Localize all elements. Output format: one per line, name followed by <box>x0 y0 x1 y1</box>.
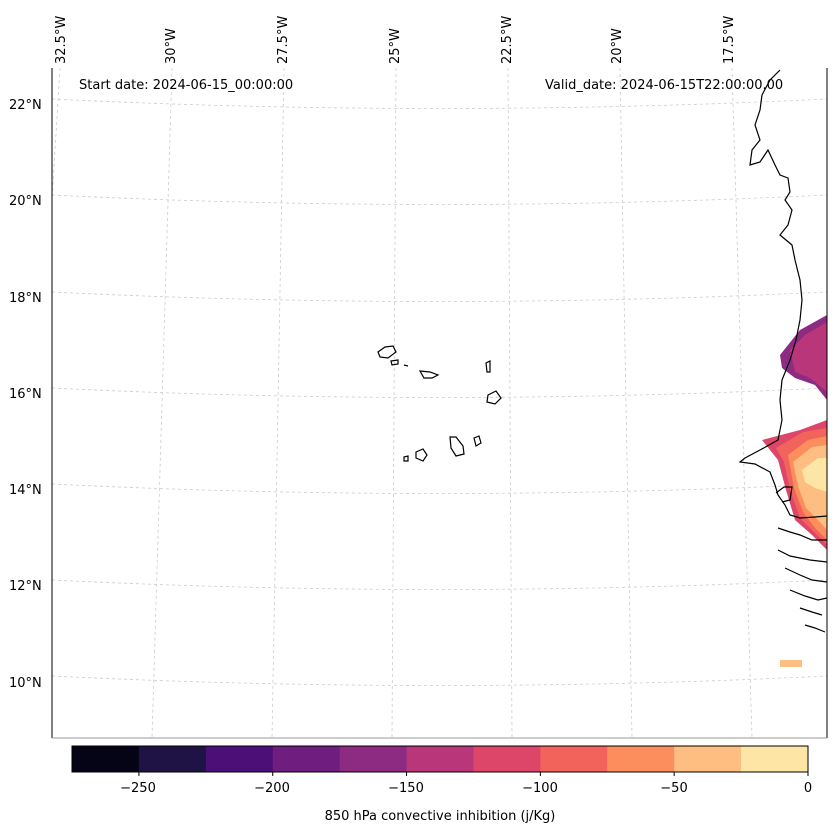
colorbar-swatch <box>138 746 207 772</box>
island-sao-vicente <box>390 359 399 366</box>
valid-date-label: Valid_date: 2024-06-15T22:00:00.00 <box>545 78 784 93</box>
colorbar-border <box>71 745 809 773</box>
island-brava <box>403 455 409 462</box>
lat-label-22n: 22°N <box>9 98 42 113</box>
colorbar-swatch <box>205 746 274 772</box>
latitude-gridlines <box>51 98 828 686</box>
island-fogo <box>415 448 428 462</box>
gridline-25w <box>391 67 397 739</box>
start-date-label: Start date: 2024-06-15_00:00:00 <box>79 78 294 93</box>
contour-region-minus-150 <box>790 322 827 392</box>
gridline-30w <box>151 67 173 739</box>
gridline-20n <box>51 194 828 205</box>
lat-label-18n: 18°N <box>9 291 42 306</box>
guinea-bissau-coast <box>777 549 828 563</box>
coastline-segment-1 <box>784 567 828 583</box>
island-maio <box>473 435 482 447</box>
lon-label-20w: 20°W <box>610 28 625 64</box>
gambia-coast <box>777 527 827 541</box>
colorbar-label: 850 hPa convective inhibition (j/Kg) <box>324 809 556 824</box>
lon-label-25w: 25°W <box>388 28 403 64</box>
gridline-22n <box>51 98 828 109</box>
lat-label-14n: 14°N <box>9 483 42 498</box>
contour-patch-south <box>780 660 802 667</box>
island-sal <box>485 360 491 373</box>
colorbar-tick-label: −100 <box>522 781 558 796</box>
colorbar-tick-label: −150 <box>388 781 424 796</box>
cin-contours <box>762 315 827 667</box>
colorbar-tick-label: −250 <box>120 781 156 796</box>
colorbar-tick-label: −200 <box>254 781 290 796</box>
coastline-segment-3 <box>799 607 823 616</box>
colorbar-swatch <box>540 746 608 772</box>
gridline-16n <box>51 387 828 398</box>
gridline-12n <box>51 579 828 590</box>
colorbar-swatch <box>339 746 408 772</box>
coastlines <box>738 69 828 633</box>
west-africa-coastline <box>738 69 828 519</box>
colorbar-swatch <box>473 746 541 772</box>
senegal-river-mouth <box>775 486 793 503</box>
gridline-18n <box>51 291 828 302</box>
island-santa-luzia <box>403 364 409 367</box>
colorbar-swatch <box>741 746 809 772</box>
lon-label-22-5w: 22.5°W <box>500 15 515 64</box>
coastline-segment-4 <box>804 624 826 633</box>
map-area <box>52 68 827 738</box>
lon-label-30w: 30°W <box>164 28 179 64</box>
island-sao-nicolau <box>418 370 440 379</box>
lon-label-17-5w: 17.5°W <box>722 15 737 64</box>
gridline-22-5w <box>507 67 513 739</box>
gridline-14n <box>51 483 828 494</box>
gridline-27-5w <box>271 67 285 739</box>
lat-label-16n: 16°N <box>9 387 42 402</box>
colorbar-swatch <box>674 746 742 772</box>
island-santo-antao <box>377 345 397 359</box>
colorbar-swatch <box>607 746 675 772</box>
gridline-10n <box>51 675 828 686</box>
island-boa-vista <box>486 390 502 405</box>
colorbar-swatch <box>272 746 341 772</box>
lat-label-12n: 12°N <box>9 579 42 594</box>
lat-label-20n: 20°N <box>9 194 42 209</box>
colorbar-swatch <box>72 746 140 772</box>
colorbar-tick-label: −50 <box>660 781 688 796</box>
contour-region-minus-25 <box>802 458 827 492</box>
cape-verde-islands <box>377 345 502 462</box>
coastline-segment-2 <box>789 589 828 601</box>
longitude-gridlines <box>51 67 753 739</box>
lat-label-10n: 10°N <box>9 676 42 691</box>
island-santiago <box>449 436 465 457</box>
lon-label-27-5w: 27.5°W <box>276 15 291 64</box>
colorbar <box>71 745 809 776</box>
gridline-17-5w <box>731 67 753 739</box>
colorbar-tick-label: 0 <box>803 781 813 796</box>
colorbar-swatch <box>406 746 474 772</box>
gridline-32-5w <box>51 67 61 201</box>
gridline-20w <box>619 67 633 739</box>
lon-label-32-5w: 32.5°W <box>54 15 69 64</box>
